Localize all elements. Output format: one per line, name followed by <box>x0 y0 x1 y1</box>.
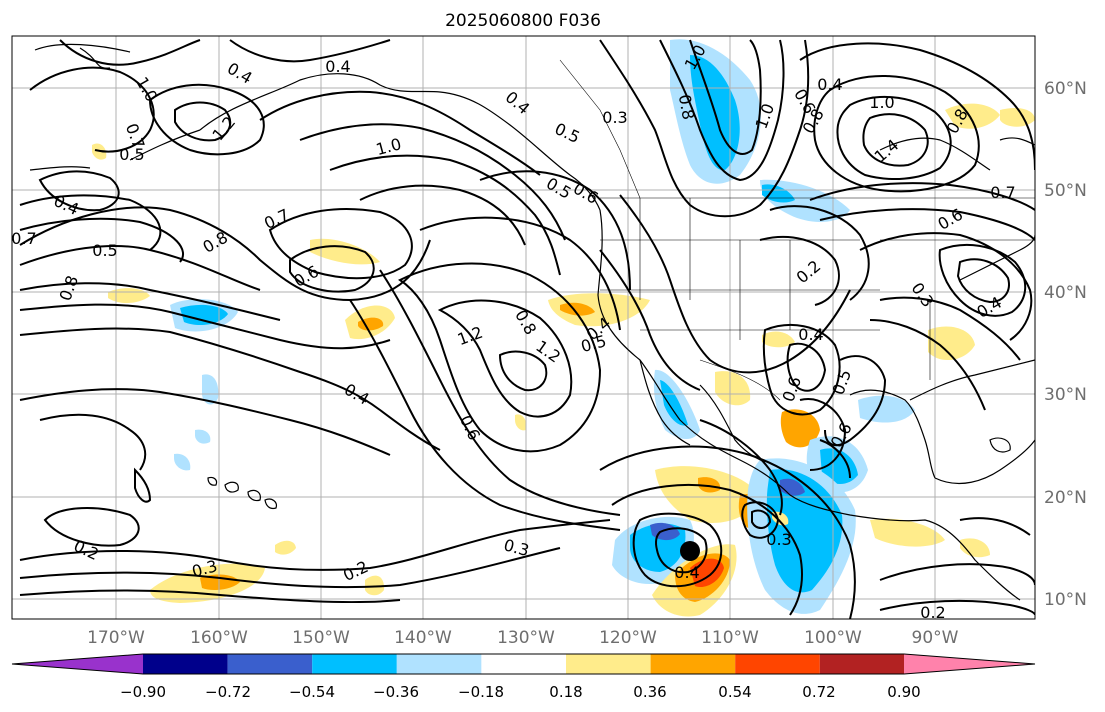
colorbar-tick-label: 0.54 <box>718 683 751 701</box>
colorbar-segment <box>481 654 566 674</box>
fill-southpac-yellow3 <box>365 575 385 596</box>
colorbar-segment <box>650 654 736 674</box>
fill-gulf-ak-yellow <box>515 414 527 431</box>
lon-tick-label: 90°W <box>912 628 959 648</box>
coastlines <box>29 43 1035 601</box>
lon-tick-label: 140°W <box>394 628 452 648</box>
contour-label: 0.4 <box>817 75 842 94</box>
contour-label: 0.2 <box>920 603 945 622</box>
colorbar-tick-label: 0.36 <box>633 683 666 701</box>
map-title: 2025060800 F036 <box>445 11 601 31</box>
colorbar-tick-label: 0.72 <box>802 683 835 701</box>
lat-tick-label: 40°N <box>1044 283 1087 303</box>
colorbar-tick-label: −0.18 <box>458 683 504 701</box>
fill-hawaii-blue3 <box>174 453 191 471</box>
fill-gulf-cyan <box>820 448 858 485</box>
fill-pacific-orange <box>358 317 384 331</box>
longitude-axis: 170°W 160°W 150°W 140°W 130°W 120°W 110°… <box>87 628 959 648</box>
fill-central-am-yellow2 <box>960 538 990 558</box>
fill-hawaii-blue1 <box>202 374 219 405</box>
colorbar-segment <box>904 654 1035 674</box>
fill-mexico-yellow1 <box>715 371 751 406</box>
lat-tick-label: 10°N <box>1044 590 1087 610</box>
lon-tick-label: 120°W <box>599 628 657 648</box>
lat-tick-label: 20°N <box>1044 488 1087 508</box>
colorbar-segment <box>566 654 651 674</box>
fill-epac-orange2 <box>698 477 721 493</box>
colorbar-tick-label: −0.72 <box>205 683 251 701</box>
lon-tick-label: 110°W <box>701 628 759 648</box>
colorbar-segment <box>819 654 905 674</box>
colorbar-segment <box>396 654 482 674</box>
colorbar-segment <box>312 654 397 674</box>
colorbar-segment <box>143 654 228 674</box>
colorbar-tick-label: 0.90 <box>887 683 920 701</box>
colorbar-segment <box>227 654 313 674</box>
lat-tick-label: 30°N <box>1044 385 1087 405</box>
storm-center-marker <box>680 541 700 561</box>
fill-baja-cyan <box>660 380 688 426</box>
fill-calif-yellow <box>548 293 650 327</box>
fill-gulf-orange <box>780 409 820 448</box>
fill-calif-orange <box>560 302 595 316</box>
lon-tick-label: 170°W <box>87 628 145 648</box>
fill-hawaii-blue2 <box>195 429 211 444</box>
contour-label: 0.7 <box>11 229 36 248</box>
colorbar-tick-label: −0.54 <box>289 683 335 701</box>
lon-tick-label: 130°W <box>497 628 555 648</box>
contour-label: 0.5 <box>119 145 144 164</box>
lon-tick-label: 100°W <box>804 628 862 648</box>
fill-florida-blue <box>858 395 915 423</box>
contour-label: 1.0 <box>869 93 894 112</box>
lat-tick-label: 60°N <box>1044 79 1087 99</box>
latitude-axis: 60°N 50°N 40°N 30°N 20°N 10°N <box>1044 79 1087 610</box>
colorbar-tick-label: −0.36 <box>373 683 419 701</box>
colorbar-tick-label: 0.18 <box>549 683 582 701</box>
contour-label-group: 0.4 0.4 1.0 1.0 1.2 0.7 0.5 0.4 0.7 0.5 … <box>11 41 1015 622</box>
colorbar-outline <box>11 653 1036 675</box>
contour-label: 0.4 <box>798 325 823 344</box>
colorbar-segments <box>11 653 1036 675</box>
colorbar-segment <box>735 654 820 674</box>
fill-central-am-yellow <box>870 518 945 547</box>
contour-label: 0.5 <box>92 241 117 260</box>
lat-lon-grid <box>12 36 1035 619</box>
contour-label: 0.4 <box>674 563 699 582</box>
map-frame <box>11 35 1036 620</box>
fill-east-yellow <box>928 326 975 361</box>
colorbar-tick-label: −0.90 <box>120 683 166 701</box>
contour-lines <box>19 39 1035 619</box>
fill-pacific-cyan <box>180 304 228 326</box>
contour-label: 0.7 <box>990 183 1015 202</box>
lon-tick-label: 160°W <box>190 628 248 648</box>
contour-label: 0.3 <box>766 530 791 549</box>
contour-label: 0.8 <box>675 93 698 121</box>
fill-pacific-yellow1 <box>310 238 380 265</box>
fill-epac-yellow <box>655 466 760 523</box>
fill-southpac-yellow2 <box>275 540 296 555</box>
contour-label: 0.3 <box>602 108 627 127</box>
fill-texas-yellow <box>762 331 795 348</box>
fill-hudson-yellow <box>945 103 1000 129</box>
colorbar-segment <box>12 654 143 674</box>
contour-label: 0.4 <box>325 57 350 76</box>
lon-tick-label: 150°W <box>292 628 350 648</box>
fill-epac-cyan-big <box>766 469 843 593</box>
colorbar: −0.90 −0.72 −0.54 −0.36 −0.18 0.18 0.36 … <box>11 653 1036 701</box>
lat-tick-label: 50°N <box>1044 181 1087 201</box>
